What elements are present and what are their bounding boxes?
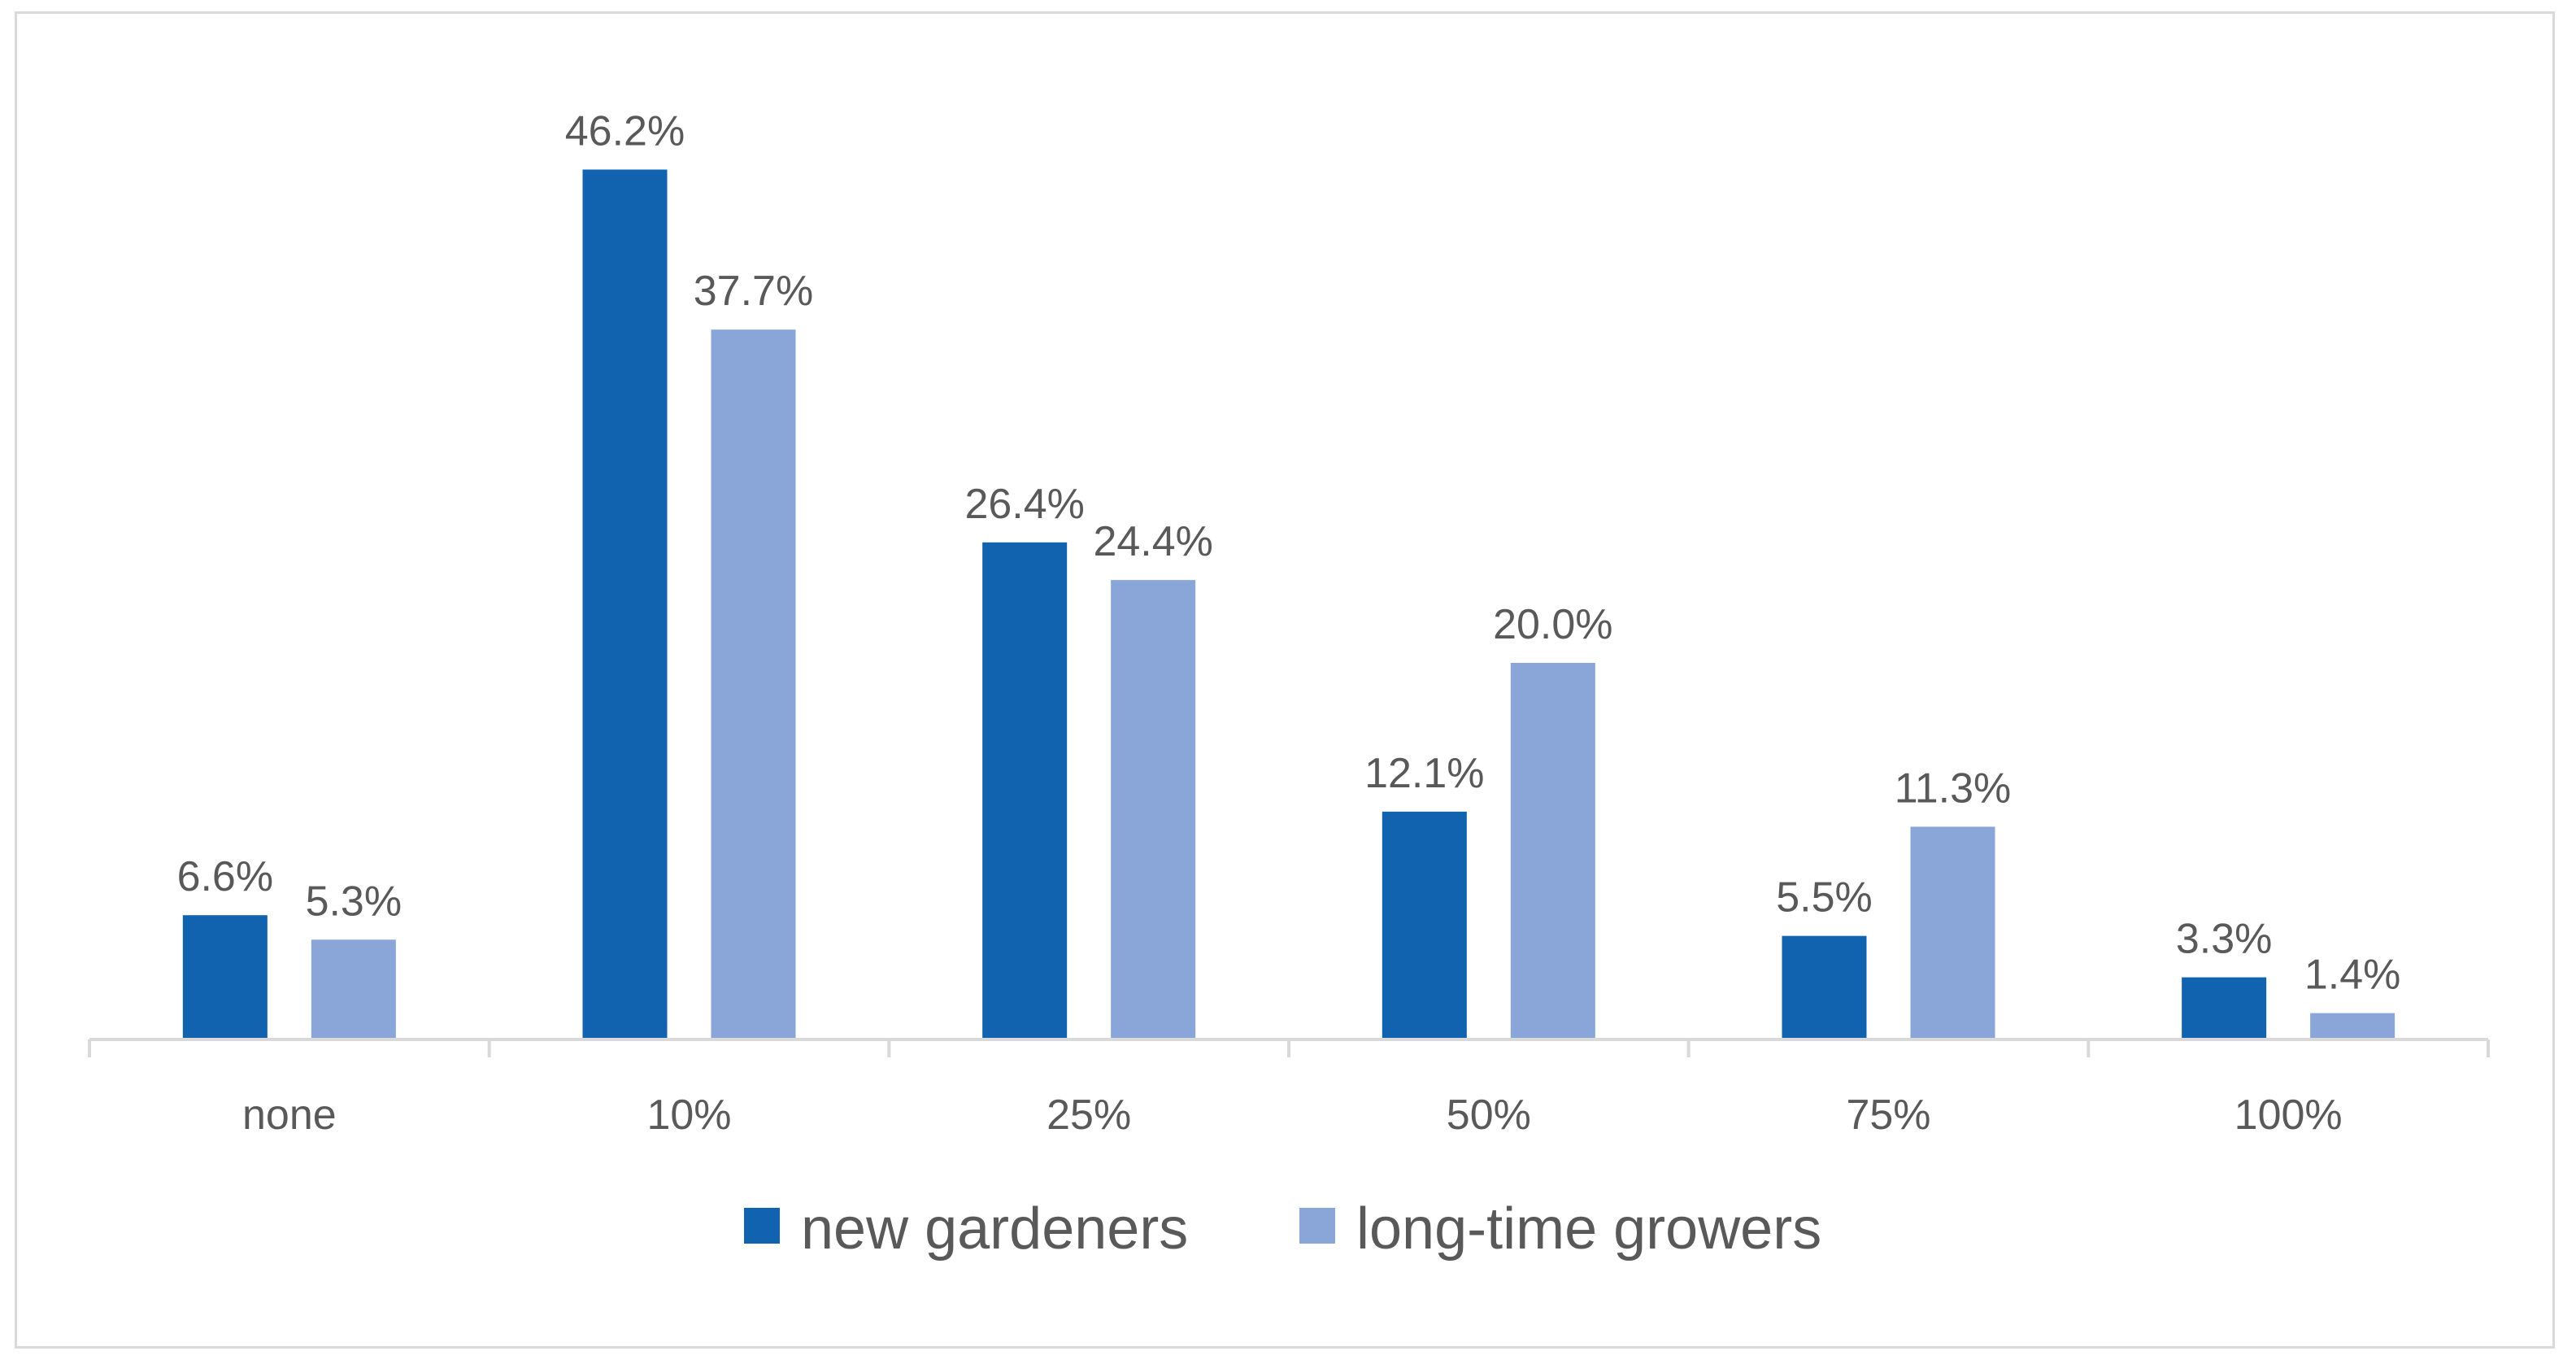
x-tick-label: 25% — [1046, 1092, 1131, 1139]
data-label: 20.0% — [1493, 601, 1612, 648]
x-tick-label: 10% — [646, 1092, 731, 1139]
bar-series-2-2 — [1111, 580, 1196, 1039]
x-tick-label: none — [242, 1092, 337, 1139]
x-axis-ticks — [88, 1039, 2490, 1057]
bar-series-2-5 — [2310, 1013, 2395, 1039]
legend-label: long-time growers — [1356, 1196, 1821, 1262]
data-label: 46.2% — [565, 107, 685, 155]
data-label: 24.4% — [1093, 518, 1212, 565]
data-label: 26.4% — [964, 481, 1084, 528]
data-label: 3.3% — [2176, 916, 2273, 963]
x-axis-tick-labels: none 10% 25% 50% 75% 100% — [242, 1092, 2343, 1139]
bar-series-1-1 — [582, 169, 668, 1040]
bar-series-1-2 — [982, 542, 1068, 1039]
bar-series-1-3 — [1382, 811, 1467, 1039]
bar-series-2-1 — [711, 329, 796, 1039]
bar-series-2-0 — [311, 939, 396, 1039]
bar-series-2-4 — [1910, 826, 1995, 1039]
x-tick-label: 50% — [1447, 1092, 1531, 1139]
data-labels-layer: 6.6% 5.3% 46.2% 37.7% 26.4%24.4% 12.1% 20.0% 5.… — [177, 107, 2401, 998]
bar-series-2-3 — [1510, 663, 1595, 1039]
legend-swatch — [1299, 1208, 1335, 1244]
data-label: 37.7% — [694, 268, 813, 315]
chart-frame — [15, 11, 2555, 1349]
x-tick-label: 75% — [1846, 1092, 1930, 1139]
legend: new gardeners long-time growers — [744, 1196, 1821, 1262]
bar-series-1-4 — [1782, 935, 1867, 1039]
bar-series-1-0 — [182, 915, 268, 1039]
data-label: 5.5% — [1776, 874, 1873, 922]
x-tick-label: 100% — [2234, 1092, 2343, 1139]
legend-label: new gardeners — [801, 1196, 1188, 1262]
legend-swatch — [744, 1208, 780, 1244]
data-label: 11.3% — [1895, 765, 2012, 812]
data-label: 5.3% — [306, 878, 402, 925]
data-label: 6.6% — [177, 853, 274, 900]
bars-layer — [182, 169, 2395, 1040]
bar-series-1-5 — [2182, 977, 2267, 1039]
data-label: 1.4% — [2304, 952, 2401, 999]
data-label: 12.1% — [1364, 750, 1484, 797]
